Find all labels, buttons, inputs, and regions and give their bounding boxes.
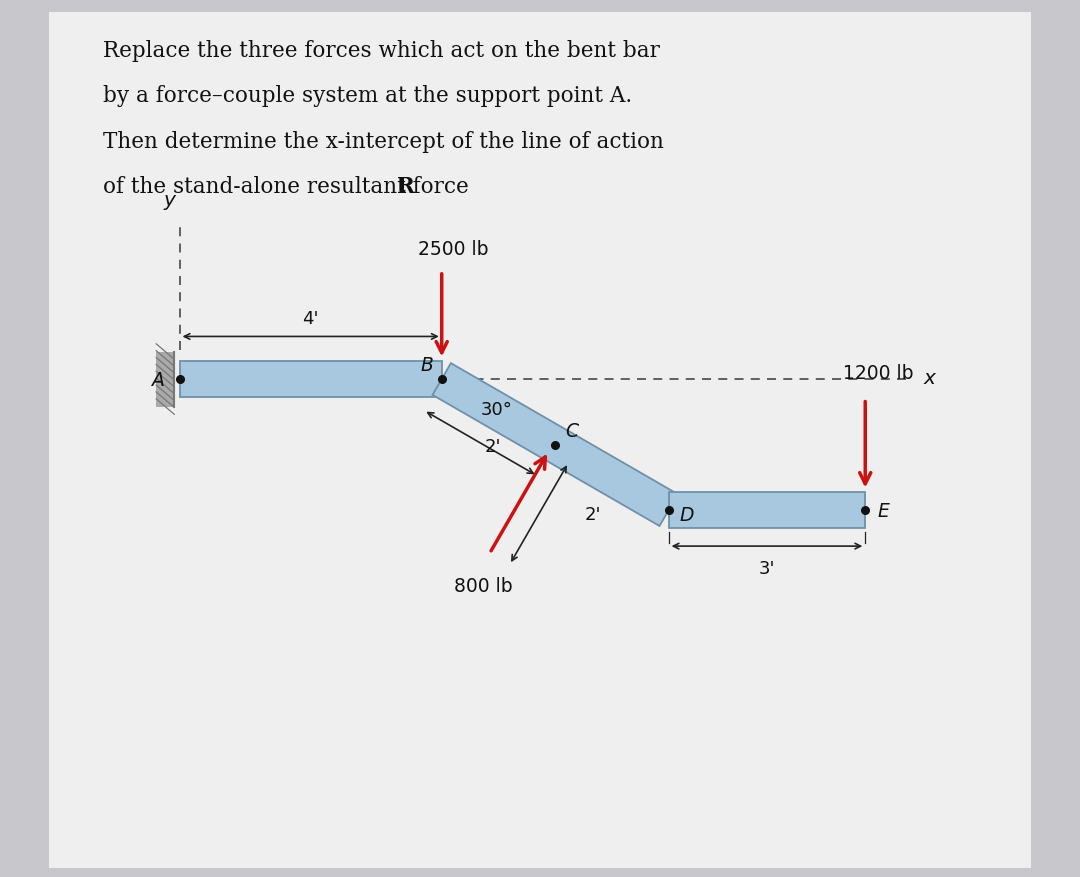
Polygon shape [433,364,678,526]
Text: y: y [164,190,176,210]
Text: A: A [152,370,165,389]
Text: 2': 2' [485,438,501,455]
Text: 1200 lb: 1200 lb [843,364,914,383]
Text: B: B [421,356,434,374]
Text: x: x [923,368,935,387]
Text: by a force–couple system at the support point A.: by a force–couple system at the support … [103,85,632,107]
Polygon shape [156,352,174,407]
Text: 4': 4' [302,310,319,327]
Text: Then determine the x-intercept of the line of action: Then determine the x-intercept of the li… [103,131,663,153]
Text: 2': 2' [585,505,602,523]
Text: E: E [878,501,890,520]
Text: R: R [397,176,416,198]
Text: 2500 lb: 2500 lb [418,239,489,259]
Text: 30°: 30° [481,400,513,418]
Text: Replace the three forces which act on the bent bar: Replace the three forces which act on th… [103,39,660,61]
Text: 800 lb: 800 lb [454,576,512,595]
Text: of the stand-alone resultant force: of the stand-alone resultant force [103,176,475,198]
Text: 3': 3' [759,560,775,578]
Polygon shape [669,492,865,529]
Polygon shape [179,361,442,398]
Text: D: D [679,505,694,524]
Text: C: C [565,421,578,440]
